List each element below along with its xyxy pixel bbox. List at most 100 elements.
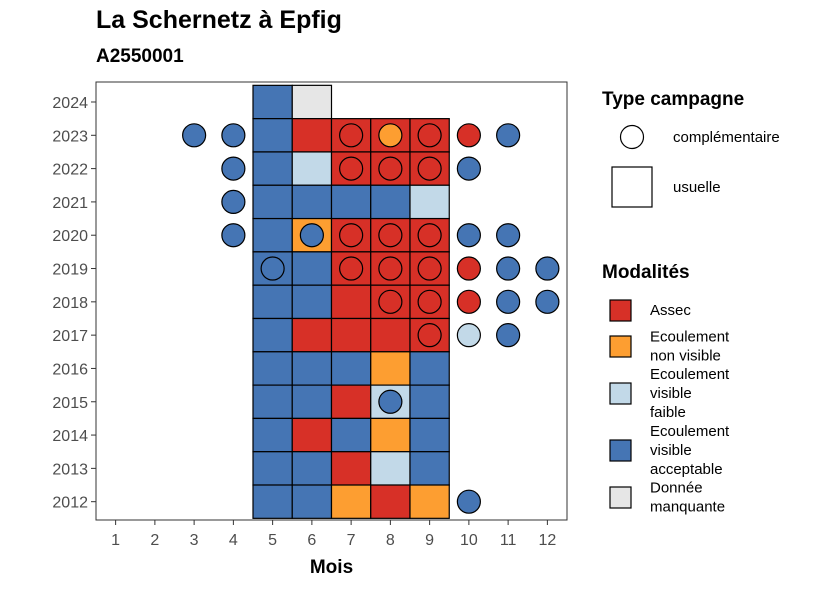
square-2020-5 (252, 217, 293, 253)
circle-2021-4 (221, 189, 246, 215)
square-2014-9 (409, 417, 450, 453)
circle-2023-7 (339, 123, 364, 148)
circle-2018-9 (417, 289, 442, 314)
circle-2020-4 (221, 223, 246, 248)
x-tick-label-7: 7 (347, 532, 356, 549)
square-2023-6 (291, 118, 333, 153)
circle-2022-8 (378, 156, 403, 181)
circle-2022-10 (456, 156, 481, 181)
square-2018-6 (291, 284, 333, 320)
x-tick-label-8: 8 (386, 532, 395, 549)
square-2024-5 (252, 84, 293, 120)
circle-2017-9 (417, 323, 442, 348)
x-tick-label-4: 4 (229, 532, 238, 549)
circle-2020-7 (339, 223, 364, 248)
square-2013-9 (409, 451, 450, 486)
circle-2015-8 (378, 389, 403, 414)
x-tick-label-6: 6 (307, 532, 316, 549)
circle-2020-9 (417, 223, 442, 248)
y-tick-label-2013: 2013 (52, 461, 88, 478)
y-tick-label-2021: 2021 (52, 195, 88, 212)
plot-panel-border (95, 81, 568, 521)
square-2016-8 (370, 351, 411, 386)
square-2018-7 (330, 284, 372, 320)
axes: 1 2 3 4 5 6 7 8 9 10 11 122012201320142015201620172… (52, 95, 556, 549)
y-tick-label-2017: 2017 (52, 328, 88, 345)
legend-key-ecoulement-visible-faible (609, 382, 632, 405)
y-tick-label-2019: 2019 (52, 262, 88, 279)
legend-label-ecoulement-visible-acceptable: Ecoulement visible acceptable (650, 423, 730, 478)
complementary-campaign-circles (182, 123, 560, 514)
legend-key-ecoulement-visible-acceptable (609, 439, 632, 462)
circle-2023-8 (378, 123, 403, 148)
y-tick-label-2014: 2014 (52, 428, 88, 445)
square-2016-6 (291, 351, 333, 386)
square-2014-6 (291, 417, 333, 453)
circle-2022-7 (339, 156, 364, 181)
x-tick-label-2: 2 (150, 532, 159, 549)
legend-key-donnee-manquante (609, 486, 632, 509)
x-tick-label-1: 1 (111, 532, 120, 549)
circle-2018-11 (496, 289, 521, 314)
square-2012-7 (330, 484, 372, 519)
x-tick-label-9: 9 (425, 532, 434, 549)
square-2013-6 (291, 451, 333, 486)
x-tick-label-5: 5 (268, 532, 277, 549)
circle-2019-5 (260, 256, 285, 281)
x-tick-label-11: 11 (500, 532, 517, 549)
square-2019-6 (291, 251, 333, 286)
legend-key-assec (609, 299, 632, 322)
square-2012-8 (370, 484, 411, 519)
circle-2020-6 (299, 223, 324, 248)
circle-2019-10 (456, 256, 481, 281)
legend-label-ecoulement-visible-faible: Ecoulement visible faible (650, 366, 730, 421)
circle-2023-11 (496, 123, 521, 148)
y-tick-label-2016: 2016 (52, 361, 88, 378)
circle-2018-12 (535, 289, 560, 314)
square-2012-6 (291, 484, 333, 519)
circle-2020-8 (378, 223, 403, 248)
circle-2019-7 (339, 256, 364, 281)
legend-circle-key (619, 124, 645, 150)
square-2012-5 (252, 484, 293, 519)
square-2012-9 (409, 484, 450, 519)
square-2017-5 (252, 317, 293, 353)
square-2016-5 (252, 351, 293, 386)
y-tick-label-2022: 2022 (52, 162, 88, 179)
circle-2019-8 (378, 256, 403, 281)
x-tick-label-12: 12 (538, 532, 556, 549)
square-2014-7 (330, 417, 372, 453)
circle-2017-11 (496, 323, 521, 348)
legend-label-assec: Assec (650, 302, 691, 319)
square-2013-7 (330, 451, 372, 486)
circle-2020-10 (456, 223, 481, 248)
y-tick-label-2020: 2020 (52, 228, 88, 245)
y-tick-label-2024: 2024 (52, 95, 88, 112)
square-2016-9 (409, 351, 450, 386)
circle-2023-3 (182, 123, 207, 148)
circle-2018-10 (456, 289, 481, 314)
circle-2017-10 (456, 323, 481, 348)
square-2014-8 (370, 417, 411, 453)
square-2017-7 (330, 317, 372, 353)
square-2016-7 (330, 351, 372, 386)
legend-type-label-complementaire: complémentaire (673, 129, 780, 146)
square-2022-5 (252, 151, 293, 186)
chart-subtitle: A2550001 (96, 46, 184, 67)
circle-2023-9 (417, 123, 442, 148)
circle-2012-10 (456, 489, 481, 514)
legend-type-label-usuelle: usuelle (673, 179, 721, 196)
y-tick-label-2012: 2012 (52, 495, 88, 512)
square-2014-5 (252, 417, 293, 453)
y-tick-label-2018: 2018 (52, 295, 88, 312)
square-2018-5 (252, 284, 293, 320)
square-2015-7 (330, 384, 372, 420)
circle-2022-4 (221, 156, 246, 181)
square-2021-5 (252, 184, 293, 220)
x-tick-label-10: 10 (460, 532, 478, 549)
circle-2019-11 (496, 256, 521, 281)
legend-label-donnee-manquante: Donnée manquante (650, 480, 725, 516)
legend-label-ecoulement-non-visible: Ecoulement non visible (650, 329, 730, 365)
